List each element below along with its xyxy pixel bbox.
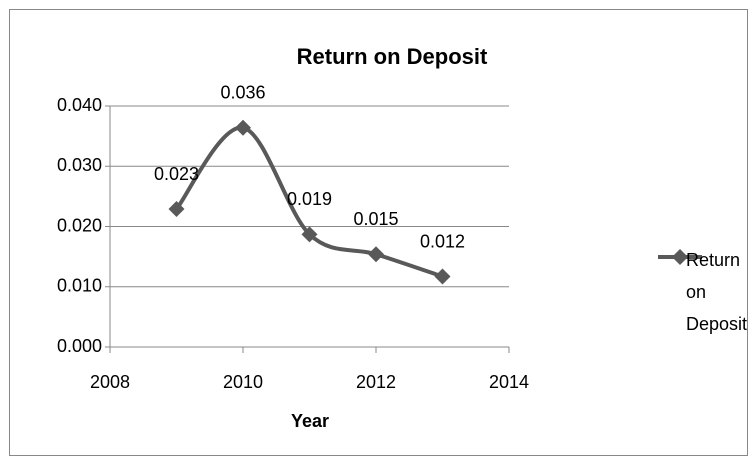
chart-title: Return on Deposit <box>297 44 488 69</box>
x-tick-label: 2008 <box>90 372 130 392</box>
chart-border <box>9 9 748 456</box>
x-axis-title: Year <box>291 411 329 431</box>
data-label: 0.015 <box>353 209 398 229</box>
y-tick-label: 0.020 <box>57 215 102 235</box>
data-label: 0.036 <box>220 82 265 102</box>
y-tick-label: 0.010 <box>57 276 102 296</box>
y-tick-label: 0.000 <box>57 336 102 356</box>
legend-label: Return on Deposit <box>686 250 748 334</box>
x-tick-label: 2012 <box>356 372 396 392</box>
series-line <box>174 125 444 279</box>
data-point <box>368 246 384 263</box>
x-tick-label: 2014 <box>489 372 529 392</box>
y-tick-label: 0.040 <box>57 95 102 115</box>
data-point <box>168 201 185 218</box>
y-tick-label: 0.030 <box>57 155 102 175</box>
data-point <box>434 268 451 285</box>
data-point <box>235 119 251 136</box>
data-label: 0.019 <box>287 189 332 209</box>
legend-marker <box>672 249 688 265</box>
data-label: 0.023 <box>154 164 199 184</box>
data-label: 0.012 <box>420 231 465 251</box>
data-point <box>301 226 318 243</box>
x-tick-label: 2010 <box>223 372 263 392</box>
